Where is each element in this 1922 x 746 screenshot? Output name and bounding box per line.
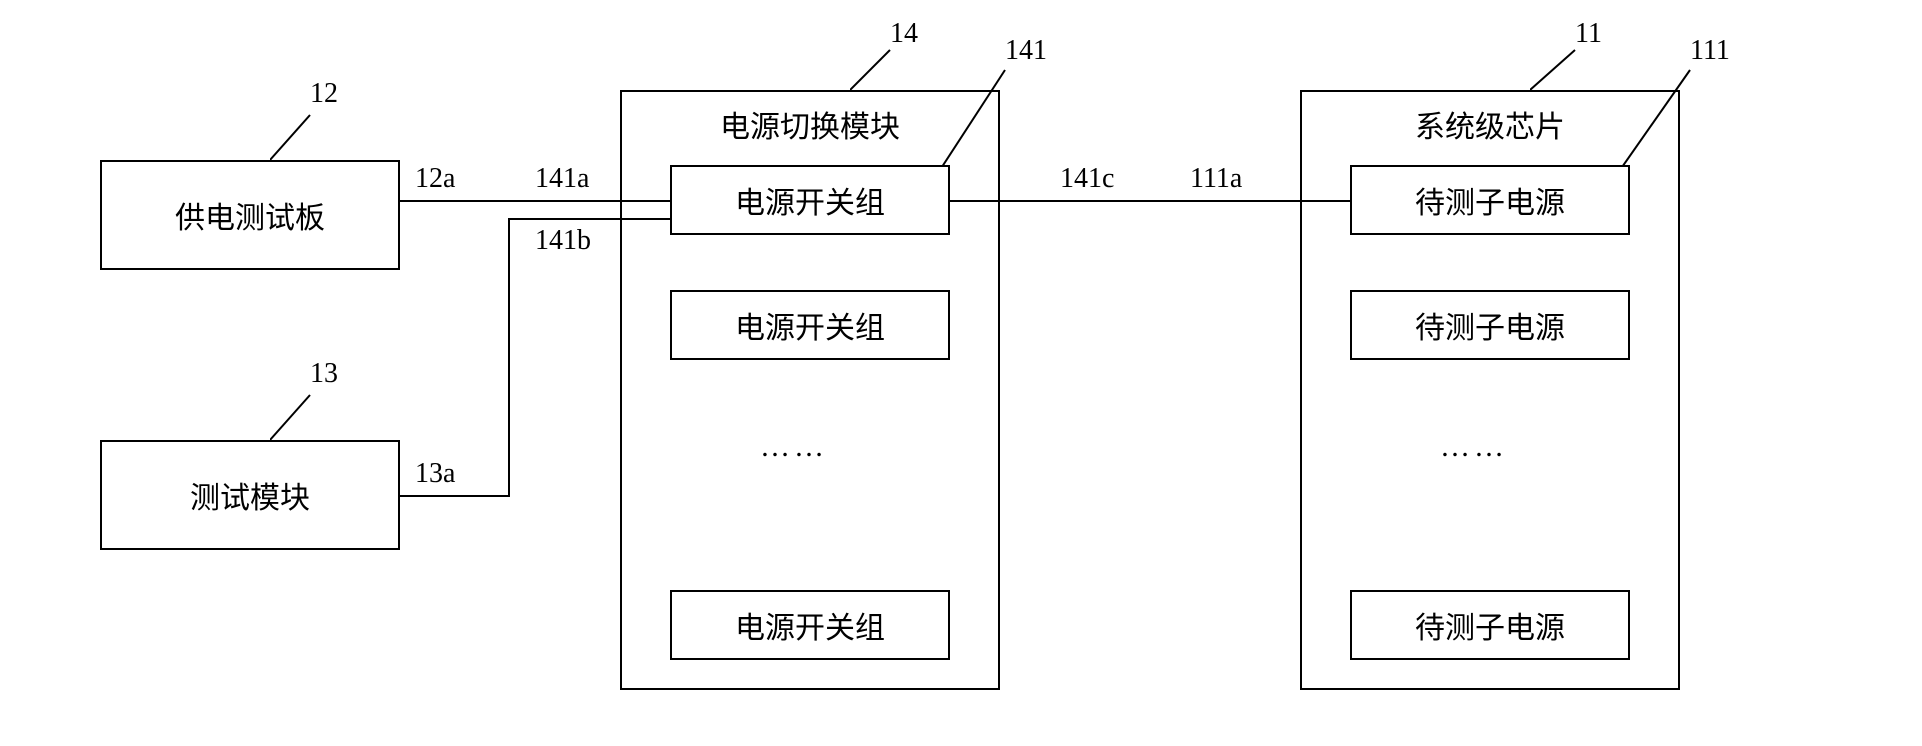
- sub-power-2: 待测子电源: [1350, 290, 1630, 360]
- soc-ellipsis: ……: [1440, 430, 1508, 464]
- conn-13-to-141b: [508, 218, 670, 220]
- conn-12-to-141a: [400, 200, 670, 202]
- test-module-label: 测试模块: [190, 473, 310, 517]
- sub-power-2-label: 待测子电源: [1415, 303, 1565, 347]
- label-141c: 141c: [1060, 163, 1114, 195]
- leader-111: [1620, 65, 1695, 175]
- label-141a: 141a: [535, 163, 589, 195]
- leader-13: [270, 390, 320, 445]
- power-switch-group-n-label: 电源开关组: [735, 603, 885, 647]
- sub-power-1-label: 待测子电源: [1415, 178, 1565, 222]
- test-module-box: 测试模块: [100, 440, 400, 550]
- power-switch-group-1-label: 电源开关组: [735, 178, 885, 222]
- power-switch-group-1: 电源开关组: [670, 165, 950, 235]
- label-111a: 111a: [1190, 163, 1242, 195]
- ref-13: 13: [310, 358, 338, 390]
- leader-14: [850, 45, 900, 95]
- sub-power-n-label: 待测子电源: [1415, 603, 1565, 647]
- power-switch-ellipsis: ……: [760, 430, 828, 464]
- leader-141: [940, 65, 1010, 175]
- power-test-board-box: 供电测试板: [100, 160, 400, 270]
- ref-141: 141: [1005, 35, 1047, 67]
- power-test-board-label: 供电测试板: [175, 193, 325, 237]
- conn-13-h: [400, 495, 510, 497]
- conn-141-to-111: [950, 200, 1350, 202]
- leader-11: [1530, 45, 1580, 95]
- sub-power-1: 待测子电源: [1350, 165, 1630, 235]
- label-141b: 141b: [535, 225, 591, 257]
- power-switch-group-n: 电源开关组: [670, 590, 950, 660]
- ref-12: 12: [310, 78, 338, 110]
- power-switch-group-2-label: 电源开关组: [735, 303, 885, 347]
- ref-111: 111: [1690, 35, 1730, 67]
- conn-13-v: [508, 218, 510, 497]
- label-12a: 12a: [415, 163, 455, 195]
- label-13a: 13a: [415, 458, 455, 490]
- leader-12: [270, 110, 320, 165]
- power-switch-group-2: 电源开关组: [670, 290, 950, 360]
- sub-power-n: 待测子电源: [1350, 590, 1630, 660]
